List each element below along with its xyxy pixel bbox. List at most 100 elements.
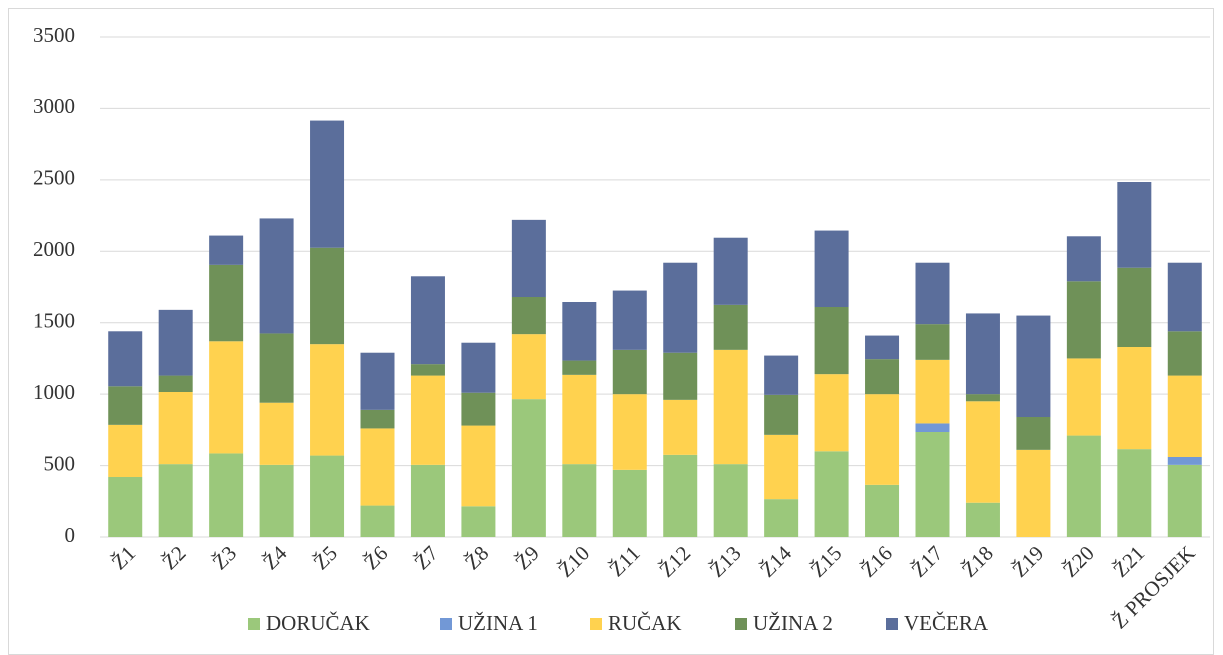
bar-segment xyxy=(713,349,748,465)
bar-segment xyxy=(1167,375,1202,457)
bar-segment xyxy=(612,394,647,470)
bar-segment xyxy=(209,453,244,537)
bar-segment xyxy=(1066,236,1101,282)
bar-segment xyxy=(360,505,395,537)
legend-label: UŽINA 2 xyxy=(753,611,833,635)
legend-swatch xyxy=(248,618,260,630)
bar-segment xyxy=(108,477,143,537)
bar-segment xyxy=(612,349,647,395)
y-tick-label: 0 xyxy=(65,523,76,547)
y-tick-label: 1500 xyxy=(33,309,75,333)
bar-segment xyxy=(562,302,597,361)
bar-segment xyxy=(1016,315,1051,417)
bar-segment xyxy=(310,344,345,456)
legend-swatch xyxy=(590,618,602,630)
bar-segment xyxy=(1117,267,1152,347)
bar-segment xyxy=(915,359,950,424)
bar-segment xyxy=(108,386,143,425)
bar-segment xyxy=(562,464,597,537)
bar-segment xyxy=(814,307,849,375)
bar-segment xyxy=(1016,449,1051,537)
bar-segment xyxy=(461,392,496,426)
bar-segment xyxy=(814,230,849,307)
bar-segment xyxy=(461,342,496,393)
bar-segment xyxy=(259,402,294,465)
bar-segment xyxy=(764,355,799,395)
bar-segment xyxy=(612,290,647,350)
bar-segment xyxy=(259,218,294,334)
bar-segment xyxy=(209,341,244,454)
bar-segment xyxy=(814,451,849,537)
bar-segment xyxy=(310,120,345,248)
bar-segment xyxy=(461,506,496,537)
bar-segment xyxy=(511,399,546,537)
bar-segment xyxy=(663,454,698,537)
bar-segment xyxy=(1167,331,1202,376)
bar-segment xyxy=(713,237,748,305)
bar-segment xyxy=(410,364,445,376)
y-tick-label: 2000 xyxy=(33,237,75,261)
bar-segment xyxy=(713,464,748,537)
bar-segment xyxy=(360,409,395,429)
bar-segment xyxy=(865,394,900,485)
bar-segment xyxy=(1016,417,1051,450)
bar-segment xyxy=(410,375,445,465)
y-tick-label: 1000 xyxy=(33,380,75,404)
bar-segment xyxy=(1066,358,1101,436)
bar-segment xyxy=(865,359,900,395)
bar-segment xyxy=(915,432,950,537)
bar-segment xyxy=(310,455,345,537)
bar-segment xyxy=(1167,464,1202,537)
bar-segment xyxy=(310,247,345,345)
bar-segment xyxy=(108,331,143,387)
bar-segment xyxy=(511,297,546,335)
bar-segment xyxy=(612,469,647,537)
bar-segment xyxy=(511,219,546,297)
bar-segment xyxy=(410,276,445,365)
bar-segment xyxy=(461,425,496,507)
bar-segment xyxy=(915,324,950,360)
bar-segment xyxy=(814,374,849,452)
bar-segment xyxy=(915,262,950,325)
bar-segment xyxy=(511,334,546,400)
bar-segment xyxy=(1167,457,1202,465)
legend-swatch xyxy=(735,618,747,630)
bar-segment xyxy=(1117,347,1152,450)
y-tick-label: 3500 xyxy=(33,23,75,47)
bar-segment xyxy=(663,352,698,400)
bar-segment xyxy=(1066,281,1101,359)
legend-label: RUČAK xyxy=(608,611,682,635)
legend-label: DORUČAK xyxy=(266,611,370,635)
bar-segment xyxy=(158,309,193,376)
bar-segment xyxy=(1117,449,1152,537)
bar-segment xyxy=(360,428,395,506)
bar-segment xyxy=(764,394,799,435)
bar-segment xyxy=(360,352,395,410)
bar-segment xyxy=(259,464,294,537)
bar-segment xyxy=(108,424,143,477)
bar-segment xyxy=(764,499,799,537)
bar-segment xyxy=(259,333,294,403)
bar-segment xyxy=(663,262,698,353)
bar-segment xyxy=(865,335,900,360)
bar-segment xyxy=(865,484,900,537)
bar-segment xyxy=(562,360,597,375)
y-tick-label: 500 xyxy=(44,451,76,475)
y-tick-label: 2500 xyxy=(33,166,75,190)
bar-segment xyxy=(965,502,1000,537)
bar-segment xyxy=(663,399,698,455)
bar-segment xyxy=(410,464,445,537)
bar-segment xyxy=(562,374,597,465)
legend-label: VEČERA xyxy=(904,611,989,635)
bar-segment xyxy=(158,392,193,465)
bar-segment xyxy=(764,434,799,500)
bar-segment xyxy=(965,401,1000,503)
bar-segment xyxy=(1117,182,1152,268)
y-tick-label: 3000 xyxy=(33,94,75,118)
legend-swatch xyxy=(886,618,898,630)
bar-segment xyxy=(965,313,1000,395)
bar-segment xyxy=(1066,435,1101,537)
bar-segment xyxy=(713,304,748,350)
bar-segment xyxy=(1167,262,1202,332)
